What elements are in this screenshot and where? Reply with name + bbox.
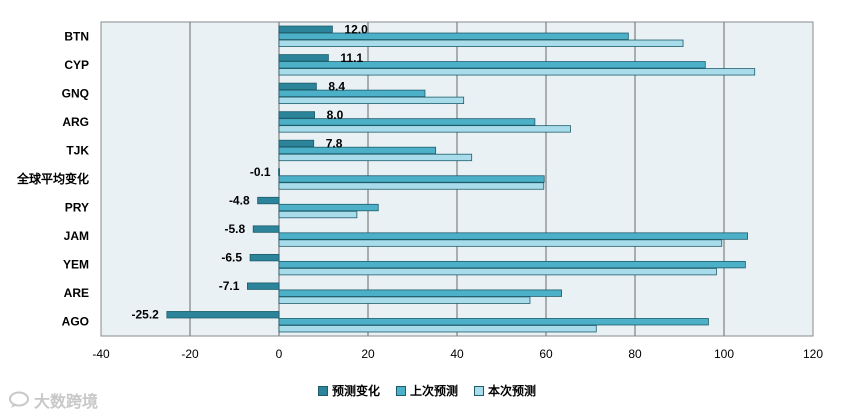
x-tick-label: 20 [361,347,375,361]
bar-change [252,225,280,233]
legend: 预测变化 上次预测 本次预测 [318,382,536,399]
bar-change [278,111,315,119]
legend-swatch-change [318,385,328,396]
bar-current [278,239,723,247]
bar-current [278,325,597,333]
legend-label-previous: 上次预测 [410,384,459,398]
bars [166,25,756,333]
bar-previous [278,318,709,326]
bar-current [278,210,358,219]
bar-previous [278,89,426,98]
x-tick-label: 100 [714,347,734,361]
category-labels: BTN CYP GNQ ARG TJK 全球平均变化 PRY JAM YEM ARE AGO [16,29,89,328]
bar-change [278,139,315,148]
legend-swatch-current [474,385,485,396]
legend-item-current: 本次预测 [474,382,536,399]
category-label: 全球平均变化 [16,171,89,186]
bar-current [278,296,531,304]
data-label: 11.1 [340,51,363,65]
bar-change [278,168,280,176]
x-tick-label: 120 [803,347,823,361]
legend-item-change: 预测变化 [318,382,380,399]
category-label: TJK [66,143,89,157]
bar-change [166,311,280,319]
category-label: ARE [64,286,89,300]
bar-change [278,54,329,62]
bar-previous [278,146,437,155]
chat-bubble-icon [9,391,29,408]
bar-change [278,82,317,91]
bar-current [278,125,571,133]
x-tick-label: 60 [539,347,553,361]
bar-change [278,25,333,33]
data-label: -0.1 [250,165,271,179]
x-tick-label: 80 [628,347,642,361]
bar-current [278,267,717,276]
x-tick-label: -20 [181,347,199,361]
category-label: YEM [63,258,89,272]
bar-current [278,96,465,105]
x-tick-label: -40 [92,347,110,361]
category-label: GNQ [62,86,89,100]
bar-previous [278,289,562,297]
data-label: -6.5 [221,251,242,265]
bar-change [249,253,280,262]
bar-previous [278,232,748,240]
data-label: 8.4 [328,79,345,93]
category-label: CYP [64,58,89,72]
category-label: JAM [64,229,89,243]
bar-previous [278,203,379,212]
category-label: AGO [62,315,89,329]
category-label: PRY [65,201,89,215]
bar-previous [278,260,746,269]
watermark-text: 大数跨境 [34,392,99,411]
watermark: 大数跨境 [8,388,98,412]
data-labels: 12.0 11.1 8.4 8.0 7.8 -0.1 -4.8 -5.8 -6.5 -7.1 -25… [132,22,369,321]
legend-item-previous: 上次预测 [396,382,458,399]
bar-current [278,68,756,76]
data-label: -4.8 [229,194,250,208]
legend-label-current: 本次预测 [488,384,537,398]
x-tick-label: 40 [450,347,464,361]
category-label: BTN [64,29,89,43]
data-label: 12.0 [344,22,368,36]
legend-label-change: 预测变化 [332,384,381,398]
legend-swatch-previous [396,385,407,396]
bar-previous [278,118,536,126]
data-label: 7.8 [326,136,343,150]
data-label: -5.8 [225,222,246,236]
category-label: ARG [62,115,89,129]
bar-change [257,196,280,205]
data-label: -7.1 [219,279,240,293]
bar-previous [278,32,629,40]
bar-current [278,39,684,47]
data-label: 8.0 [327,108,344,122]
x-tick-label: 0 [276,347,283,361]
bar-change [247,282,280,290]
data-label: -25.2 [132,308,160,322]
x-axis-tick-labels: -40 -20 0 20 40 60 80 100 120 [92,347,823,361]
bar-current [278,153,473,162]
bar-previous [278,61,706,69]
bar-previous [278,175,545,183]
bar-current [278,182,545,190]
